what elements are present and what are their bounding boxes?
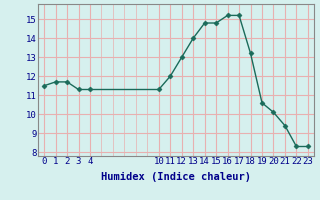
X-axis label: Humidex (Indice chaleur): Humidex (Indice chaleur): [101, 172, 251, 182]
